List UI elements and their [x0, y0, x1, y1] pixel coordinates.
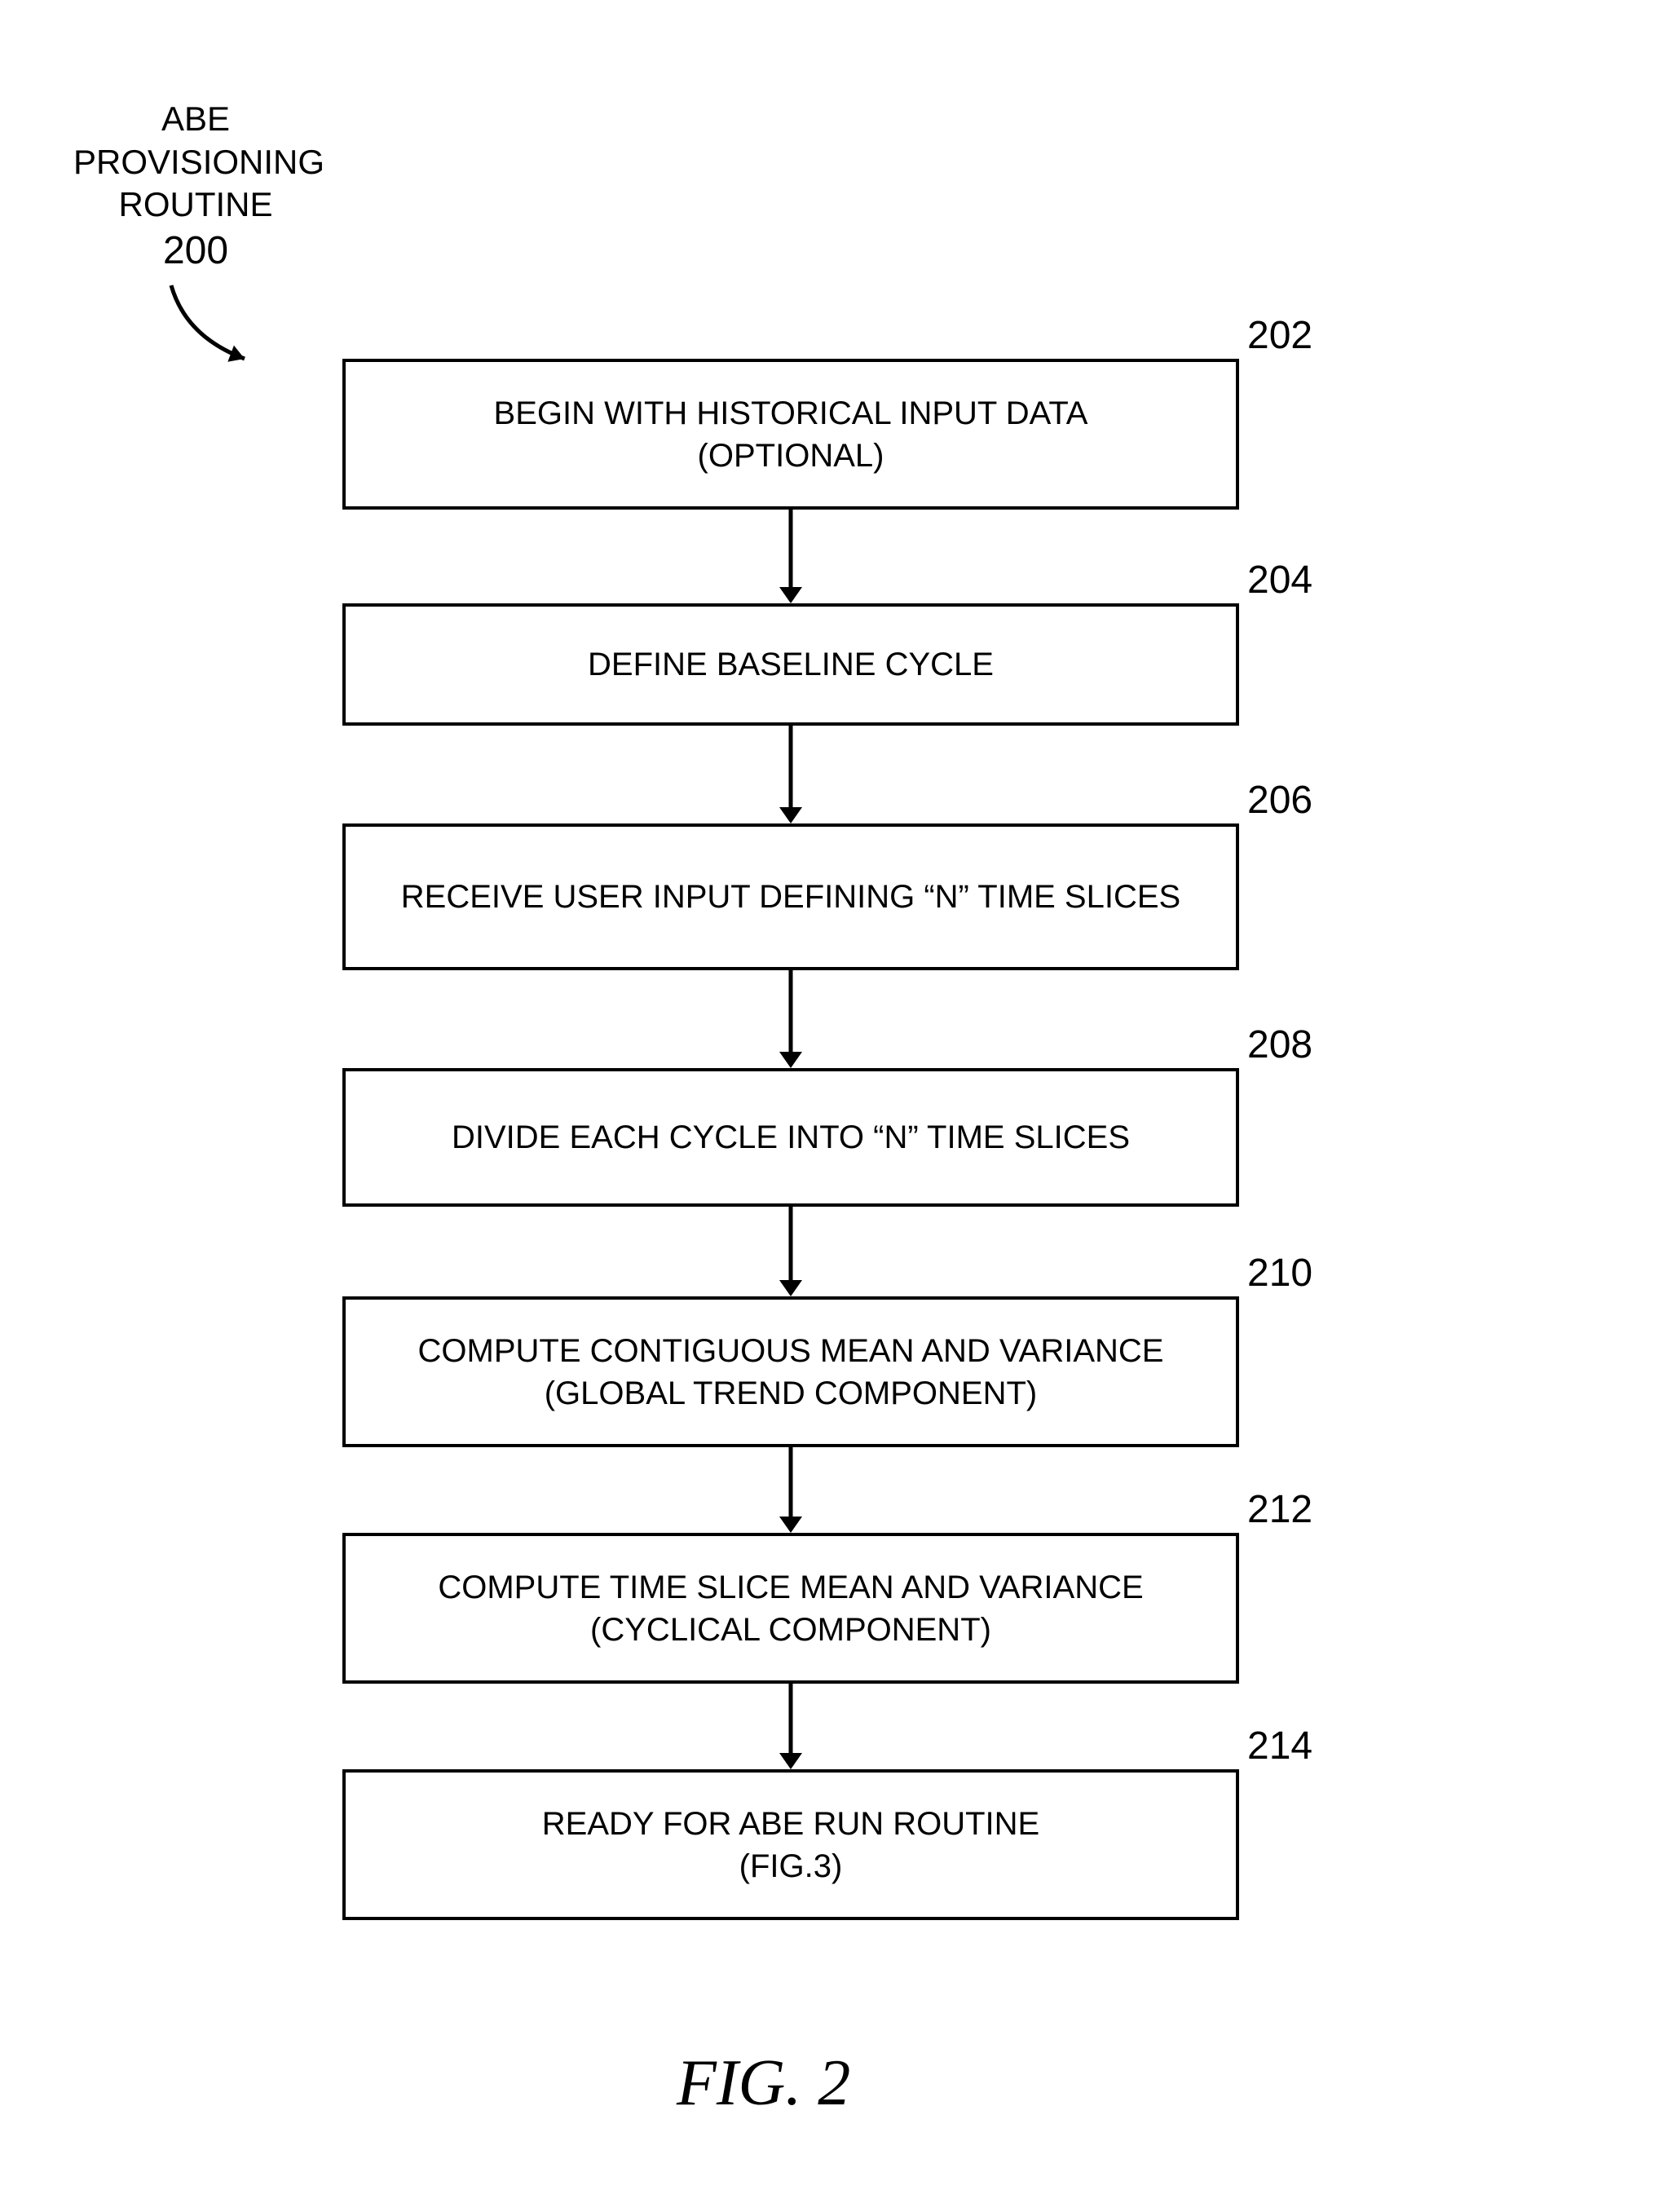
page: ABE PROVISIONING ROUTINE 200 202BEGIN WI… — [0, 0, 1663, 2212]
step-text-line2: (OPTIONAL) — [698, 435, 884, 477]
step-text-line1: RECEIVE USER INPUT DEFINING “N” TIME SLI… — [401, 876, 1180, 918]
flow-arrow-202-to-204 — [766, 510, 815, 603]
flow-arrow-206-to-208 — [766, 970, 815, 1068]
title-line-2: PROVISIONING — [73, 141, 318, 184]
step-ref-202: 202 — [1247, 313, 1312, 358]
step-box-206: RECEIVE USER INPUT DEFINING “N” TIME SLI… — [342, 823, 1239, 970]
step-text-line1: COMPUTE CONTIGUOUS MEAN AND VARIANCE — [418, 1330, 1164, 1372]
step-text-line1: DIVIDE EACH CYCLE INTO “N” TIME SLICES — [452, 1116, 1130, 1159]
step-ref-208: 208 — [1247, 1022, 1312, 1067]
step-text-line1: BEGIN WITH HISTORICAL INPUT DATA — [494, 392, 1088, 435]
step-ref-206: 206 — [1247, 778, 1312, 823]
step-text-line1: COMPUTE TIME SLICE MEAN AND VARIANCE — [438, 1566, 1143, 1609]
routine-title: ABE PROVISIONING ROUTINE 200 — [73, 98, 318, 276]
title-line-1: ABE — [73, 98, 318, 141]
figure-caption: FIG. 2 — [677, 2046, 850, 2121]
step-ref-212: 212 — [1247, 1487, 1312, 1532]
step-text-line1: DEFINE BASELINE CYCLE — [588, 643, 994, 686]
step-text-line2: (GLOBAL TREND COMPONENT) — [545, 1372, 1038, 1415]
flow-arrow-204-to-206 — [766, 726, 815, 823]
pointer-arrow — [147, 261, 269, 383]
flow-arrow-210-to-212 — [766, 1447, 815, 1533]
step-ref-214: 214 — [1247, 1724, 1312, 1768]
step-text-line1: READY FOR ABE RUN ROUTINE — [542, 1803, 1039, 1845]
step-text-line2: (CYCLICAL COMPONENT) — [590, 1609, 991, 1651]
step-ref-204: 204 — [1247, 558, 1312, 603]
step-box-214: READY FOR ABE RUN ROUTINE(FIG.3) — [342, 1769, 1239, 1920]
step-box-202: BEGIN WITH HISTORICAL INPUT DATA(OPTIONA… — [342, 359, 1239, 510]
title-line-3: ROUTINE — [73, 183, 318, 227]
step-box-208: DIVIDE EACH CYCLE INTO “N” TIME SLICES — [342, 1068, 1239, 1207]
step-text-line2: (FIG.3) — [739, 1845, 843, 1887]
step-box-210: COMPUTE CONTIGUOUS MEAN AND VARIANCE(GLO… — [342, 1296, 1239, 1447]
step-box-212: COMPUTE TIME SLICE MEAN AND VARIANCE(CYC… — [342, 1533, 1239, 1684]
step-box-204: DEFINE BASELINE CYCLE — [342, 603, 1239, 726]
step-ref-210: 210 — [1247, 1251, 1312, 1296]
flow-arrow-212-to-214 — [766, 1684, 815, 1769]
flow-arrow-208-to-210 — [766, 1207, 815, 1296]
